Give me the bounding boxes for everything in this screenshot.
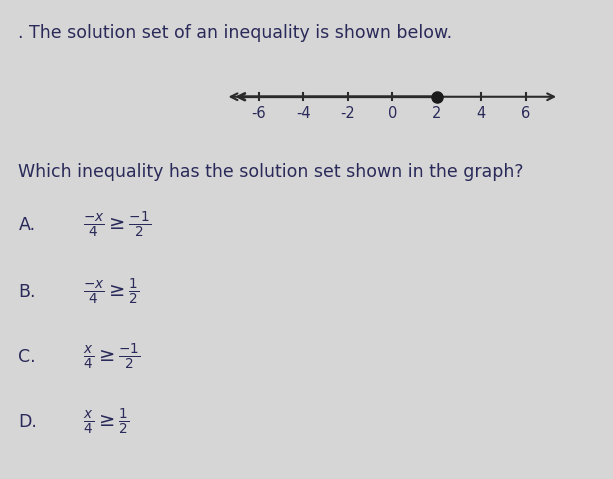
- Text: -2: -2: [340, 106, 356, 121]
- Text: $\frac{x}{4}\geq\frac{-1}{2}$: $\frac{x}{4}\geq\frac{-1}{2}$: [83, 342, 140, 372]
- Text: 2: 2: [432, 106, 441, 121]
- Text: . The solution set of an inequality is shown below.: . The solution set of an inequality is s…: [18, 24, 452, 42]
- Text: $\frac{-x}{4}\geq\frac{1}{2}$: $\frac{-x}{4}\geq\frac{1}{2}$: [83, 277, 139, 307]
- Text: 4: 4: [476, 106, 486, 121]
- Text: C.: C.: [18, 348, 36, 366]
- Text: Which inequality has the solution set shown in the graph?: Which inequality has the solution set sh…: [18, 163, 524, 181]
- Text: D.: D.: [18, 412, 37, 431]
- Text: B.: B.: [18, 283, 36, 301]
- Text: -4: -4: [296, 106, 311, 121]
- Text: $\frac{x}{4}\geq\frac{1}{2}$: $\frac{x}{4}\geq\frac{1}{2}$: [83, 407, 129, 436]
- Text: 0: 0: [387, 106, 397, 121]
- Text: -6: -6: [252, 106, 266, 121]
- Text: $\frac{-x}{4}\geq\frac{-1}{2}$: $\frac{-x}{4}\geq\frac{-1}{2}$: [83, 210, 151, 240]
- Text: 6: 6: [521, 106, 530, 121]
- Text: A.: A.: [18, 216, 36, 234]
